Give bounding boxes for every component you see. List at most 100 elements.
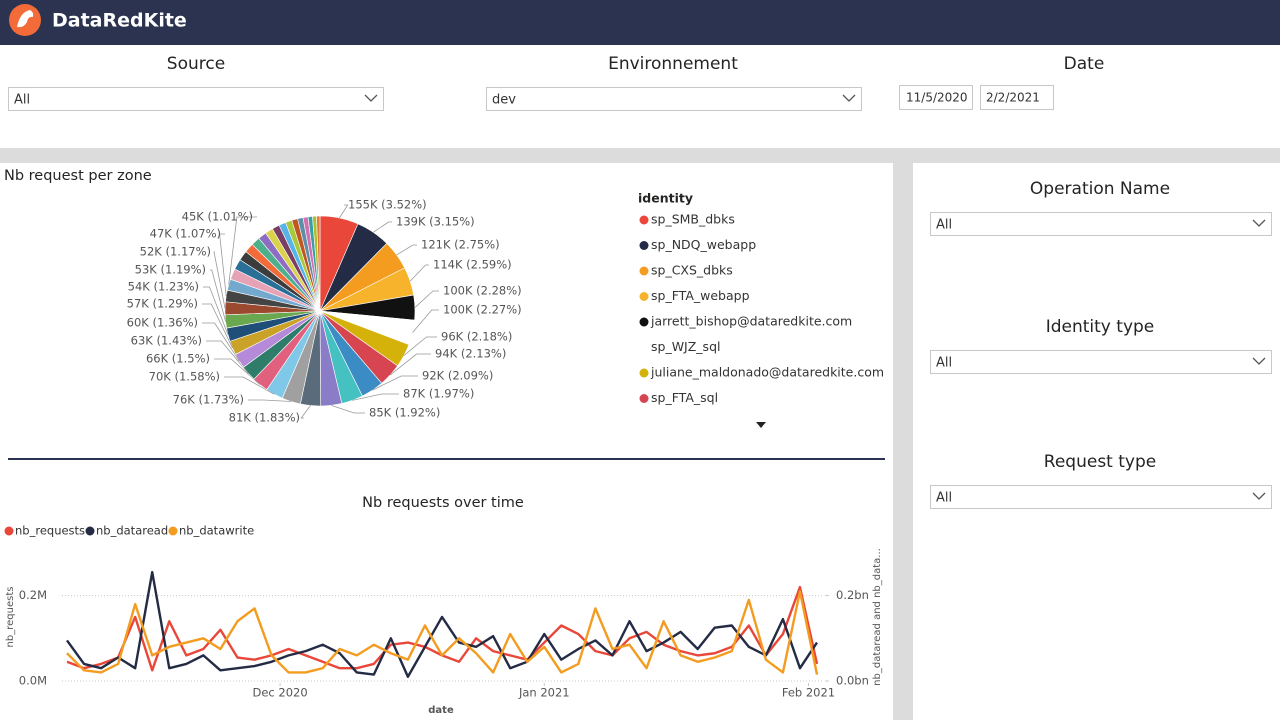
legend-marker xyxy=(639,317,649,327)
separator xyxy=(893,163,913,720)
dropdown[interactable] xyxy=(8,87,384,111)
leader-line xyxy=(372,375,418,391)
data-label: 121K (2.75%) xyxy=(421,238,500,252)
legend-entry: sp_WJZ_sql xyxy=(651,339,720,354)
data-label: 52K (1.17%) xyxy=(140,245,211,259)
legend-entry: juliane_maldonado@dataredkite.com xyxy=(650,365,884,380)
leader-line xyxy=(352,393,399,401)
chart-title: Nb request per zone xyxy=(4,168,152,184)
dropdown[interactable] xyxy=(930,350,1272,374)
brand: DataRedKite xyxy=(52,10,187,32)
x-tick-label: Feb 2021 xyxy=(782,686,835,700)
leader-line xyxy=(389,353,431,376)
date-end: 2/2/2021 xyxy=(986,91,1040,105)
scroll-arrow[interactable] xyxy=(756,422,766,428)
pie-slice xyxy=(316,215,321,312)
chevron xyxy=(1252,492,1266,500)
y-axis-label: nb_requests xyxy=(5,587,16,648)
line-series xyxy=(66,570,818,678)
filter-label: Source xyxy=(167,54,225,74)
leader-line xyxy=(210,269,226,322)
legend-title: identity xyxy=(638,191,693,206)
data-label: 155K (3.52%) xyxy=(348,198,427,212)
dropdown-value: All xyxy=(936,218,952,233)
chevron xyxy=(842,94,856,102)
date-input[interactable] xyxy=(899,85,973,110)
filter-label: Request type xyxy=(1044,452,1156,472)
legend-entry: sp_FTA_webapp xyxy=(651,288,750,303)
data-label: 94K (2.13%) xyxy=(435,347,506,361)
leader-line xyxy=(414,290,439,308)
dropdown[interactable] xyxy=(486,87,862,111)
filter-label: Identity type xyxy=(1046,317,1155,337)
filter-label: Date xyxy=(1064,54,1105,74)
leader-line xyxy=(213,251,226,309)
leader-line xyxy=(403,336,437,356)
legend-marker xyxy=(639,266,649,276)
y-tick-label: 0.0M xyxy=(19,674,47,688)
chart-title: Nb requests over time xyxy=(362,495,524,511)
leader-line xyxy=(202,303,233,349)
data-label: 54K (1.23%) xyxy=(128,280,199,294)
data-label: 66K (1.5%) xyxy=(146,352,210,366)
data-label: 53K (1.19%) xyxy=(135,263,206,277)
leader-line xyxy=(219,233,227,296)
leader-line xyxy=(202,322,240,362)
y2-tick-label: 0.0bn xyxy=(836,674,869,688)
y-tick-label: 0.2M xyxy=(19,588,47,602)
date-input[interactable] xyxy=(980,85,1054,110)
leader-line xyxy=(300,405,311,419)
data-label: 87K (1.97%) xyxy=(403,387,474,401)
chevron xyxy=(1252,219,1266,227)
leader-line xyxy=(228,216,257,285)
y2-axis-label: nb_dataread and nb_data... xyxy=(872,548,883,686)
data-label: 57K (1.29%) xyxy=(127,297,198,311)
legend-marker xyxy=(639,343,649,352)
chevron xyxy=(1252,357,1266,365)
dropdown[interactable] xyxy=(930,485,1272,509)
legend-marker xyxy=(4,526,14,536)
leader-line xyxy=(214,358,261,386)
legend-entry: nb_dataread xyxy=(96,524,168,538)
legend-marker xyxy=(639,215,649,225)
data-label: 47K (1.07%) xyxy=(150,227,221,241)
line-series xyxy=(66,590,819,675)
y2-tick-label: 0.2bn xyxy=(836,588,869,602)
data-label: 70K (1.58%) xyxy=(149,370,220,384)
leader-line xyxy=(373,221,392,233)
legend-marker xyxy=(639,292,649,301)
legend-entry: sp_SMB_dbks xyxy=(651,212,735,227)
filter-label: Operation Name xyxy=(1030,179,1170,199)
data-label: 92K (2.09%) xyxy=(422,369,493,383)
legend-marker xyxy=(85,526,95,536)
leader-line xyxy=(339,204,349,219)
data-label: 114K (2.59%) xyxy=(433,258,512,272)
leader-line xyxy=(396,244,417,256)
legend-entry: sp_FTA_sql xyxy=(651,390,718,405)
leader-line xyxy=(412,309,439,333)
dropdown[interactable] xyxy=(930,212,1272,236)
leader-line xyxy=(409,264,429,282)
data-label: 85K (1.92%) xyxy=(369,406,440,420)
logo-bird xyxy=(17,10,34,28)
dropdown-value: All xyxy=(936,491,952,506)
data-label: 76K (1.73%) xyxy=(173,393,244,407)
dropdown-value: All xyxy=(936,356,952,371)
dropdown-value: All xyxy=(14,93,30,108)
x-tick-label: Dec 2020 xyxy=(252,686,307,700)
leader-line xyxy=(203,286,229,335)
legend-marker xyxy=(639,241,649,250)
legend-entry: sp_CXS_dbks xyxy=(651,263,733,278)
legend-entry: jarrett_bishop@dataredkite.com xyxy=(650,314,852,329)
data-label: 100K (2.27%) xyxy=(443,303,522,317)
header-bar xyxy=(0,0,1280,45)
chevron xyxy=(364,94,378,102)
separator xyxy=(0,148,1280,163)
leader-line xyxy=(248,399,292,402)
data-label: 100K (2.28%) xyxy=(443,284,522,298)
filter-label: Environnement xyxy=(608,54,738,74)
leader-line xyxy=(331,404,365,414)
x-axis-label: date xyxy=(428,705,454,716)
dropdown-value: dev xyxy=(492,93,516,108)
